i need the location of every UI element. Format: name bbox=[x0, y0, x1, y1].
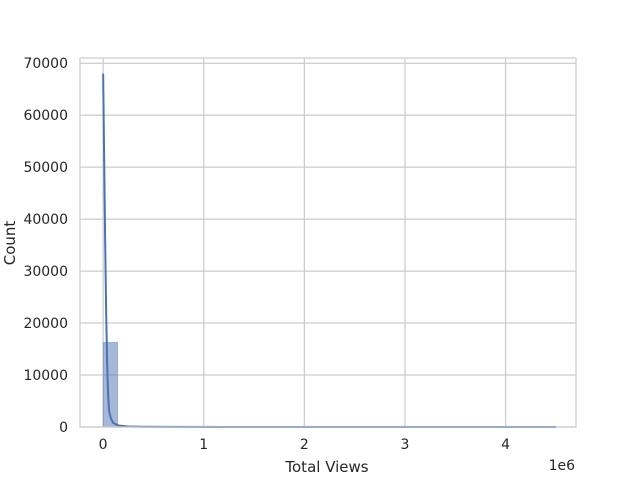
y-tick-label: 50000 bbox=[23, 160, 68, 176]
plot-frame bbox=[79, 57, 577, 428]
x-tick-label: 2 bbox=[300, 437, 309, 453]
y-tick-label: 30000 bbox=[23, 264, 68, 280]
x-axis-label: Total Views bbox=[284, 458, 368, 476]
y-tick-label: 70000 bbox=[23, 56, 68, 72]
x-tick-label: 4 bbox=[501, 437, 510, 453]
x-tick-label: 1 bbox=[199, 437, 208, 453]
kde-line bbox=[102, 73, 556, 428]
x-tick-label: 3 bbox=[401, 437, 410, 453]
y-tick-label: 60000 bbox=[23, 108, 68, 124]
y-tick-label: 40000 bbox=[23, 212, 68, 228]
kde-line-group bbox=[102, 73, 556, 428]
x-axis-offset-label: 1e6 bbox=[549, 458, 576, 474]
x-tick-label: 0 bbox=[99, 437, 108, 453]
histogram-bars bbox=[102, 342, 250, 428]
grid bbox=[80, 58, 576, 428]
y-axis-label: Count bbox=[1, 221, 19, 266]
y-tick-label: 0 bbox=[59, 420, 68, 436]
axis-ticks: 0 10000 20000 30000 40000 50000 60000 70000 0 1 2 3… bbox=[23, 56, 510, 453]
y-tick-label: 20000 bbox=[23, 316, 68, 332]
y-tick-label: 10000 bbox=[23, 368, 68, 384]
